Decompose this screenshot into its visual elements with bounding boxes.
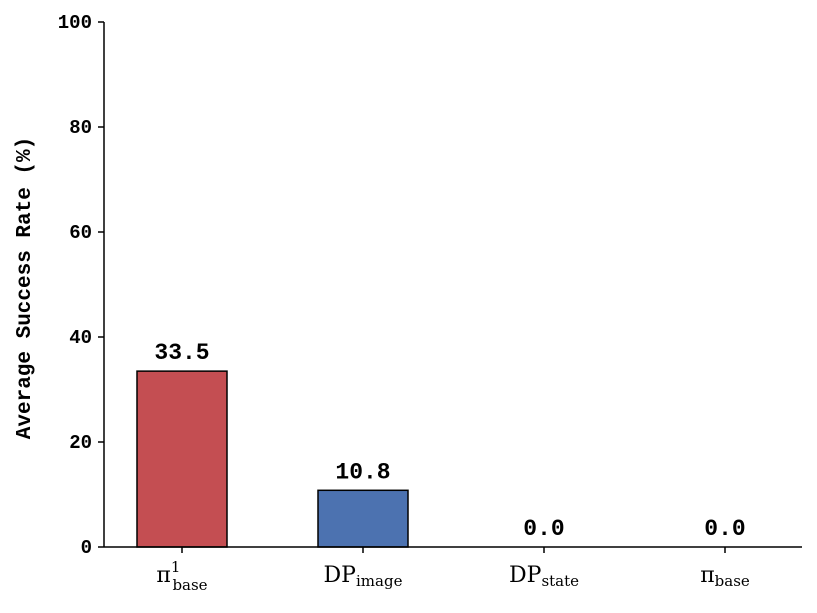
y-tick-label-4: 80 <box>69 117 92 139</box>
y-tick-label-3: 60 <box>69 222 92 244</box>
x-tick-label-0: π1 base <box>156 558 207 594</box>
y-tick-label-5: 100 <box>58 12 92 34</box>
plot-area: 0 20 40 60 80 100 π1 base DPimage DPstate πbase 33.… <box>58 12 802 594</box>
x-tick-label-3: πbase <box>700 563 750 590</box>
bar-0 <box>136 370 228 548</box>
x-tick-label-2: DPstate <box>509 563 579 590</box>
y-tick-label-0: 0 <box>81 537 92 559</box>
value-label-3: 0.0 <box>704 516 745 542</box>
value-label-2: 0.0 <box>523 516 564 542</box>
bar-1 <box>317 489 409 548</box>
y-tick-label-1: 20 <box>69 432 92 454</box>
x-tick-label-1: DPimage <box>324 563 403 590</box>
value-label-0: 33.5 <box>154 340 209 366</box>
value-label-1: 10.8 <box>335 459 390 485</box>
y-tick-label-2: 40 <box>69 327 92 349</box>
y-axis-label: Average Success Rate (%) <box>14 137 37 439</box>
